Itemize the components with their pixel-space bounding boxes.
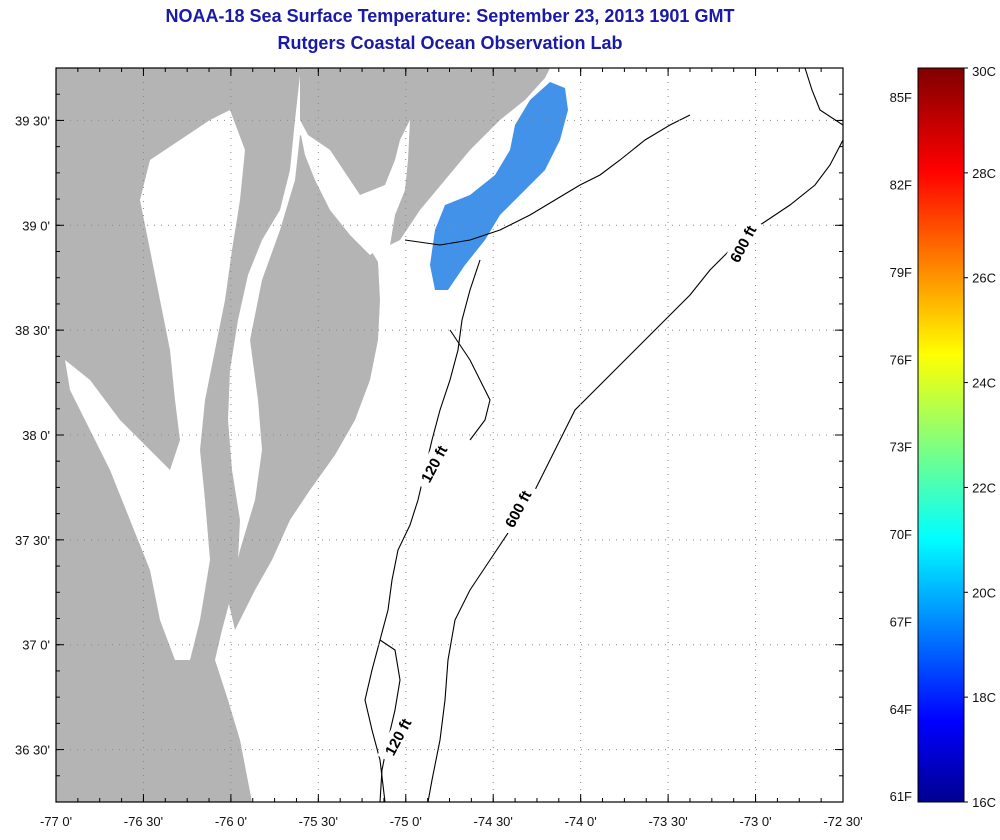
land-delmarva-peninsula bbox=[228, 68, 420, 630]
lat-tick-label: 39 30' bbox=[15, 113, 50, 128]
sst-data-patch bbox=[430, 82, 568, 290]
lon-tick-label: -74 0' bbox=[565, 814, 597, 829]
fahrenheit-label: 70F bbox=[890, 527, 912, 542]
lon-tick-label: -77 0' bbox=[40, 814, 72, 829]
colorbar-labels: 30C 28C 26C 24C 22C 20C 18C 16C 85F 82F 79F 76F 73F 7… bbox=[890, 64, 996, 810]
lon-tick-label: -73 0' bbox=[739, 814, 771, 829]
lon-tick-label: -75 0' bbox=[390, 814, 422, 829]
lon-tick-label: -72 30' bbox=[823, 814, 862, 829]
land-west-shore bbox=[56, 68, 300, 802]
fahrenheit-label: 64F bbox=[890, 702, 912, 717]
celsius-label: 26C bbox=[972, 271, 996, 286]
contour-label-bg bbox=[497, 481, 538, 536]
celsius-label: 28C bbox=[972, 166, 996, 181]
fahrenheit-label: 82F bbox=[890, 178, 912, 193]
celsius-label: 16C bbox=[972, 795, 996, 810]
celsius-label: 18C bbox=[972, 690, 996, 705]
fahrenheit-label: 67F bbox=[890, 614, 912, 629]
contour-label-bg bbox=[722, 216, 763, 271]
axis-tick-labels: -77 0' -76 30' -76 0' -75 30' -75 0' -74 30' -… bbox=[15, 113, 863, 829]
fahrenheit-label: 76F bbox=[890, 352, 912, 367]
lon-tick-label: -76 30' bbox=[124, 814, 163, 829]
celsius-label: 24C bbox=[972, 376, 996, 391]
map-subtitle: Rutgers Coastal Ocean Observation Lab bbox=[277, 33, 623, 53]
fahrenheit-label: 61F bbox=[890, 789, 912, 804]
colorbar bbox=[917, 67, 965, 803]
contour-120ft-south bbox=[379, 329, 491, 802]
lat-tick-label: 38 0' bbox=[22, 428, 50, 443]
lat-tick-label: 36 30' bbox=[15, 743, 50, 758]
celsius-label: 22C bbox=[972, 480, 996, 495]
contour-label-bg bbox=[413, 436, 454, 491]
lat-tick-label: 37 0' bbox=[22, 638, 50, 653]
celsius-label: 30C bbox=[972, 64, 996, 79]
land-new-jersey bbox=[390, 68, 550, 245]
contour-120ft-north bbox=[364, 114, 691, 802]
lat-tick-label: 39 0' bbox=[22, 218, 50, 233]
lon-tick-label: -76 0' bbox=[215, 814, 247, 829]
lon-tick-label: -74 30' bbox=[474, 814, 513, 829]
fahrenheit-label: 79F bbox=[890, 265, 912, 280]
celsius-label: 20C bbox=[972, 585, 996, 600]
lat-tick-label: 38 30' bbox=[15, 323, 50, 338]
delaware-bay bbox=[300, 130, 385, 255]
fahrenheit-label: 85F bbox=[890, 90, 912, 105]
fahrenheit-label: 73F bbox=[890, 440, 912, 455]
chesapeake-bay bbox=[65, 110, 245, 660]
lon-tick-label: -73 30' bbox=[648, 814, 687, 829]
contour-label-bg bbox=[377, 709, 418, 764]
lon-tick-label: -75 30' bbox=[299, 814, 338, 829]
lat-tick-label: 37 30' bbox=[15, 533, 50, 548]
map-title: NOAA-18 Sea Surface Temperature: Septemb… bbox=[165, 6, 735, 26]
axis-ticks bbox=[55, 67, 844, 803]
